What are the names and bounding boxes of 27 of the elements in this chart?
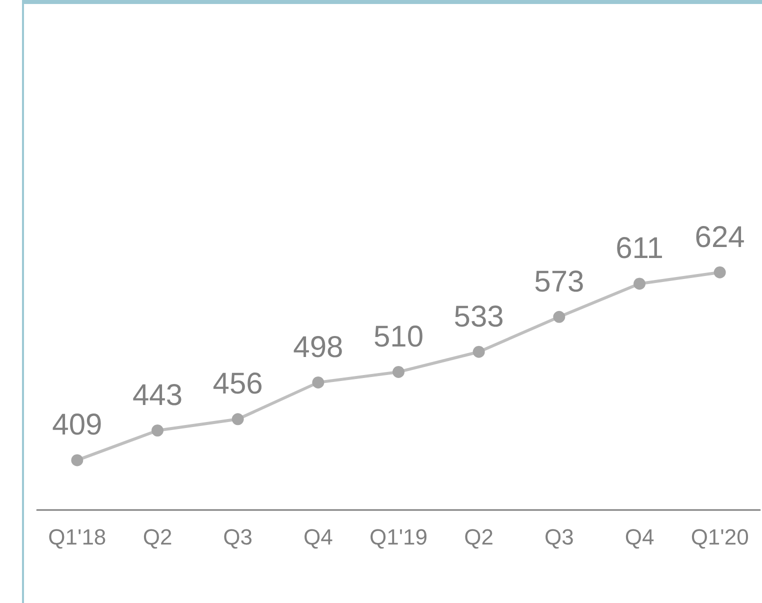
data-label: 409 (52, 408, 102, 442)
x-tick-label: Q2 (464, 524, 494, 550)
x-tick-label: Q1'19 (369, 524, 428, 550)
data-label: 498 (293, 330, 344, 364)
data-label: 533 (454, 300, 504, 334)
point (714, 266, 726, 278)
data-label: 611 (616, 232, 664, 266)
point (392, 366, 404, 378)
data-label: 624 (694, 220, 745, 254)
x-tick-label: Q4 (303, 524, 333, 550)
point (472, 346, 485, 358)
x-tick-label: Q3 (544, 524, 574, 550)
point (232, 413, 244, 426)
data-label: 456 (212, 368, 263, 401)
point (634, 278, 646, 290)
point (71, 454, 84, 466)
x-tick-label: Q1'20 (690, 524, 749, 550)
data-label: 510 (373, 320, 424, 354)
point (312, 376, 324, 388)
point (553, 310, 566, 323)
x-tick-label: Q2 (142, 524, 172, 550)
data-label: 443 (132, 378, 183, 412)
x-tick-label: Q4 (624, 524, 654, 550)
point (152, 424, 164, 436)
x-tick-label: Q1'18 (48, 524, 106, 550)
data-label: 573 (534, 265, 584, 298)
x-tick-label: Q3 (223, 524, 253, 550)
